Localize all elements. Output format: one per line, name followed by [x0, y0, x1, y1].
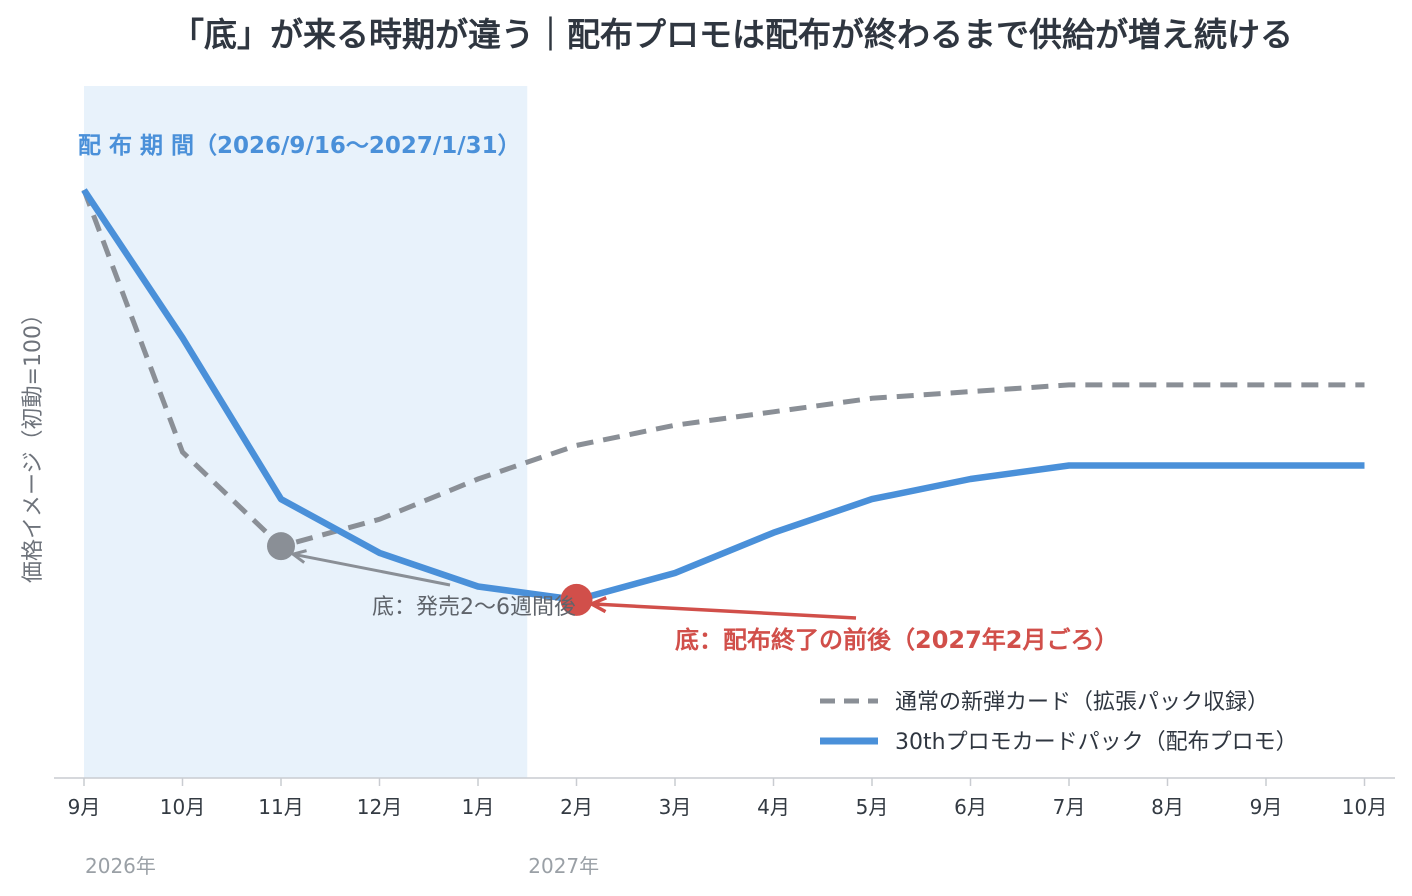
- annotation-arrowhead-regular-bottom: [289, 549, 307, 564]
- bottom-marker-promo: [560, 583, 593, 616]
- year-labels: 2026年 2027年: [85, 854, 599, 878]
- x-tick-label: 12月: [357, 795, 402, 819]
- legend-label-regular: 通常の新弾カード（拡張パック収録）: [895, 690, 1269, 715]
- x-tick-label: 5月: [856, 795, 889, 819]
- annotation-regular-bottom: 底：発売2〜6週間後: [372, 595, 576, 620]
- y-axis-label: 価格イメージ（初動=100）: [21, 303, 46, 583]
- chart-title: 「底」が来る時期が違う｜配布プロモは配布が終わるまで供給が増え続ける: [171, 15, 1293, 54]
- distribution-period-label: 配 布 期 間（2026/9/16〜2027/1/31）: [78, 132, 521, 159]
- x-tick-label: 10月: [160, 795, 205, 819]
- x-tick-label: 9月: [68, 795, 101, 819]
- bottom-marker-regular: [267, 532, 295, 561]
- annotation-promo-bottom: 底：配布終了の前後（2027年2月ごろ）: [675, 626, 1119, 654]
- x-tick-label: 4月: [757, 795, 790, 819]
- year-label: 2027年: [528, 854, 599, 878]
- year-label: 2026年: [85, 854, 156, 878]
- series-line-promo-pack: [81, 188, 1365, 604]
- x-tick-label: 1月: [462, 795, 495, 819]
- x-tick-label: 8月: [1151, 795, 1184, 819]
- annotation-arrow-regular-bottom: [292, 552, 451, 587]
- series-line-regular-set: [81, 189, 1365, 549]
- legend: 通常の新弾カード（拡張パック収録） 30thプロモカードパック（配布プロモ）: [820, 690, 1298, 755]
- x-axis-ticks: [83, 778, 1366, 786]
- legend-label-promo: 30thプロモカードパック（配布プロモ）: [895, 730, 1298, 755]
- x-tick-label: 2月: [560, 795, 593, 819]
- x-tick-label: 7月: [1053, 795, 1086, 819]
- x-tick-label: 6月: [954, 795, 987, 819]
- annotation-arrow-promo-bottom: [591, 602, 857, 620]
- x-tick-label: 10月: [1342, 795, 1387, 819]
- distribution-period-shading: [84, 86, 528, 778]
- x-axis-tick-labels: 9月 10月 11月 12月 1月 2月 3月 4月 5月 6月 7月 8月 9月 10月: [68, 795, 1388, 819]
- x-tick-label: 9月: [1250, 795, 1283, 819]
- x-tick-label: 3月: [659, 795, 692, 819]
- x-tick-label: 11月: [258, 795, 303, 819]
